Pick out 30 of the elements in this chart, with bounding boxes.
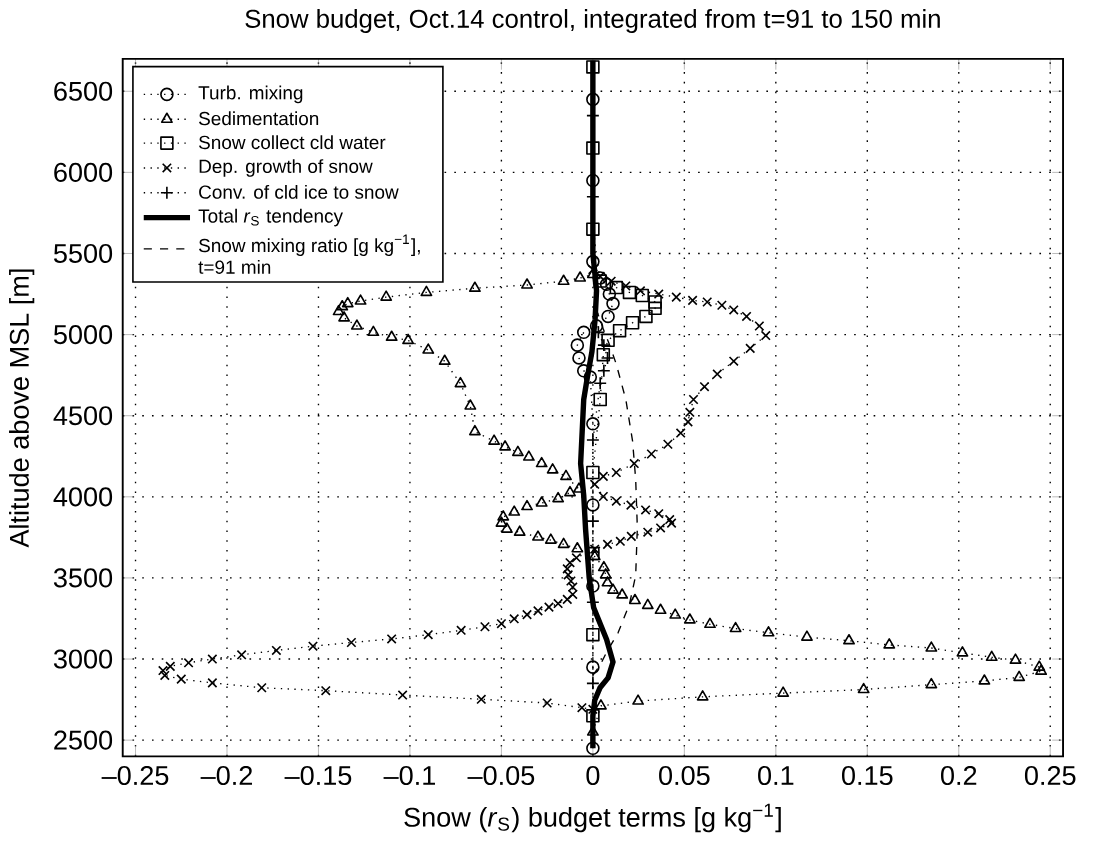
x-tick-label: –0.15 [284, 766, 352, 786]
chart-title: Snow budget, Oct.14 control, integrated from t=91 to 150 min [245, 9, 940, 34]
x-tick-label: –0.25 [101, 766, 169, 786]
x-axis-title: Snow (r$_{S}$) budget terms [g kg$^{−1}$] [404, 803, 781, 833]
x-tick-label: –0.2 [200, 766, 253, 786]
y-tick-label: 3000 [53, 649, 113, 669]
y-tick-label: 5500 [53, 243, 113, 264]
legend-label: Dep. growth of snow [199, 159, 373, 177]
legend-label: Conv. of cld ice to snow [199, 184, 399, 199]
y-tick-label: 4500 [53, 406, 113, 426]
x-tick-label: 0.15 [842, 766, 893, 786]
y-tick-label: 2500 [54, 730, 113, 750]
x-tick-label: 0.2 [941, 766, 977, 786]
legend-label: Total r$_{S}$ tendency [198, 208, 343, 227]
y-tick-label: 5000 [53, 325, 113, 345]
x-tick-label: 0.1 [758, 766, 794, 786]
x-tick-label: 0.05 [659, 766, 710, 786]
y-tick-label: 4000 [53, 487, 113, 507]
y-tick-label: 6500 [54, 81, 113, 101]
x-tick-label: –0.1 [383, 766, 435, 786]
x-tick-label: 0 [586, 766, 600, 786]
text: Snow mixing ratio [g kg$^{−1}$], t=91 min [198, 234, 420, 274]
y-axis-title: Altitude above MSL [m] [9, 269, 35, 548]
x-tick-label: –0.05 [467, 766, 535, 786]
legend-label: Snow collect cld water [198, 135, 386, 150]
x-tick-label: 0.25 [1024, 766, 1076, 786]
y-tick-label: 3500 [53, 568, 113, 588]
y-tick-label: 6000 [54, 162, 113, 183]
legend-label: Sedimentation [198, 111, 319, 126]
legend-label: Turb. mixing [198, 85, 303, 104]
